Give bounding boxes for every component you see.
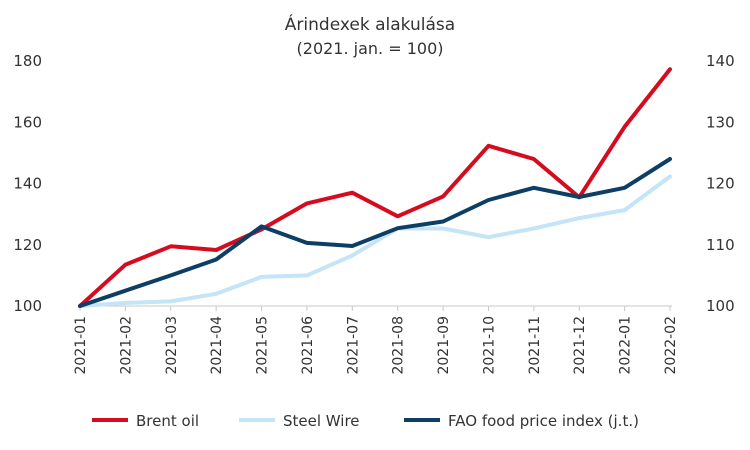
- right-axis-tick-label: 110: [706, 236, 735, 254]
- x-tick-label: 2021-02: [118, 316, 134, 375]
- right-axis-tick-label: 120: [706, 175, 735, 193]
- left-axis-tick-label: 160: [13, 113, 42, 131]
- series-line-fao-food-price-index-j-t: [78, 157, 672, 308]
- left-axis-tick-label: 180: [13, 52, 42, 70]
- x-axis: 2021-01 2021-02 2021-03 2021-04 2021-05 2021-…: [73, 306, 679, 375]
- x-tick-label: 2021-11: [527, 316, 543, 375]
- left-axis: 100 120 140 160 180: [13, 52, 42, 315]
- legend: Brent oil Steel Wire FAO food price index …: [92, 412, 639, 430]
- x-tick-label: 2022-02: [663, 316, 679, 375]
- legend-label-steel-wire: Steel Wire: [283, 412, 360, 430]
- chart-subtitle: (2021. jan. = 100): [297, 39, 444, 58]
- series-line-brent-oil: [78, 67, 672, 308]
- x-tick-label: 2021-07: [345, 316, 361, 375]
- x-tick-label: 2021-08: [391, 316, 407, 375]
- legend-label-fao-food-price-index-j-t: FAO food price index (j.t.): [448, 412, 639, 430]
- right-axis: 100 110 120 130 140: [706, 52, 735, 315]
- left-axis-tick-label: 100: [13, 297, 42, 315]
- chart-title: Árindexek alakulása: [285, 13, 455, 35]
- legend-label-brent-oil: Brent oil: [136, 412, 199, 430]
- x-tick-label: 2021-09: [436, 316, 452, 375]
- x-tick-label: 2021-12: [572, 316, 588, 375]
- right-axis-tick-label: 100: [706, 297, 735, 315]
- x-tick-label: 2021-06: [300, 316, 316, 375]
- x-tick-label: 2021-04: [209, 316, 225, 375]
- x-tick-label: 2021-10: [481, 316, 497, 375]
- x-tick-label: 2021-01: [73, 316, 89, 375]
- left-axis-tick-label: 120: [13, 236, 42, 254]
- x-tick-label: 2021-03: [164, 316, 180, 375]
- right-axis-tick-label: 130: [706, 113, 735, 131]
- right-axis-tick-label: 140: [706, 52, 735, 70]
- x-tick-label: 2022-01: [618, 316, 634, 375]
- series-layer: [78, 67, 672, 308]
- x-tick-label: 2021-05: [255, 316, 271, 375]
- series-line-steel-wire: [78, 174, 672, 308]
- left-axis-tick-label: 140: [13, 175, 42, 193]
